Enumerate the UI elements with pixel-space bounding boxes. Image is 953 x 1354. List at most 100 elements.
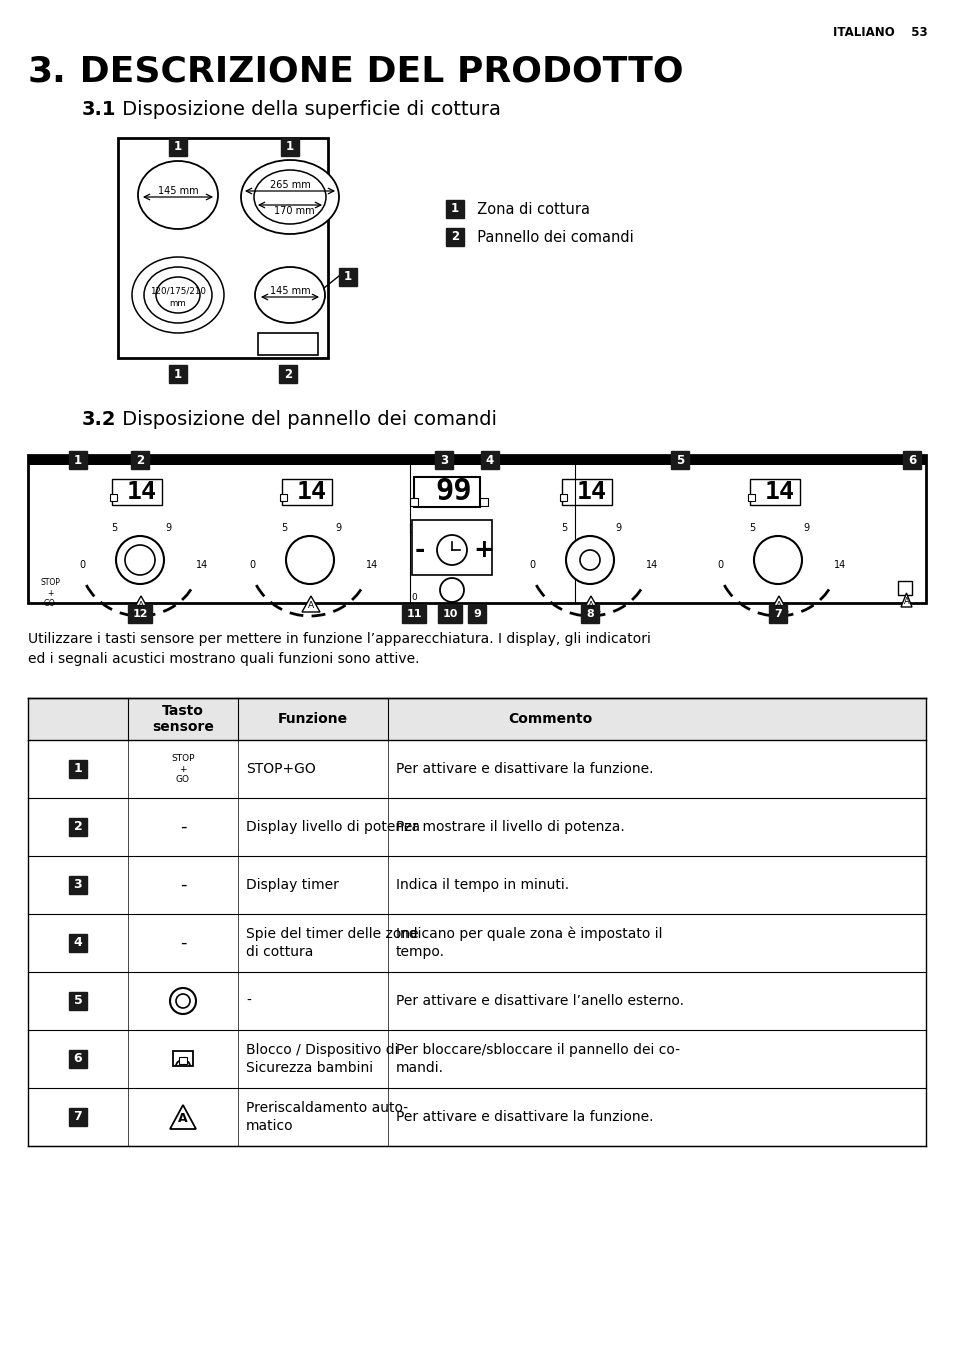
Text: Blocco / Dispositivo di
Sicurezza bambini: Blocco / Dispositivo di Sicurezza bambin… xyxy=(246,1043,398,1075)
Text: Funzione: Funzione xyxy=(277,712,348,726)
Bar xyxy=(69,818,87,835)
Text: 9: 9 xyxy=(802,523,808,533)
Text: 8: 8 xyxy=(585,609,594,619)
Text: 9: 9 xyxy=(165,523,171,533)
Text: Per bloccare/sbloccare il pannello dei co-
mandi.: Per bloccare/sbloccare il pannello dei c… xyxy=(395,1043,679,1075)
Bar xyxy=(257,333,317,355)
Text: 0: 0 xyxy=(717,561,722,570)
Text: 265 mm: 265 mm xyxy=(270,180,310,190)
Text: 145 mm: 145 mm xyxy=(157,185,198,196)
Bar xyxy=(28,699,925,741)
Text: 2: 2 xyxy=(451,230,458,244)
Bar xyxy=(69,992,87,1010)
Bar xyxy=(414,477,479,506)
Text: A: A xyxy=(308,601,314,611)
Bar xyxy=(280,494,287,501)
Bar xyxy=(69,1049,87,1068)
Bar xyxy=(401,605,426,623)
Text: Tasto
sensore: Tasto sensore xyxy=(152,704,213,734)
Polygon shape xyxy=(302,596,319,612)
Text: 9: 9 xyxy=(473,609,480,619)
Circle shape xyxy=(125,546,154,575)
Text: 14: 14 xyxy=(577,481,606,504)
Bar xyxy=(28,1030,925,1089)
Text: 5: 5 xyxy=(560,523,566,533)
Circle shape xyxy=(116,536,164,584)
Text: 1: 1 xyxy=(173,367,182,380)
Text: 12: 12 xyxy=(132,609,148,619)
Ellipse shape xyxy=(138,161,218,229)
Text: Display timer: Display timer xyxy=(246,877,338,892)
Bar xyxy=(169,138,187,156)
Text: 4: 4 xyxy=(485,454,494,467)
Text: Display livello di potenza: Display livello di potenza xyxy=(246,821,419,834)
Ellipse shape xyxy=(156,278,200,313)
Ellipse shape xyxy=(132,257,224,333)
Text: Zona di cottura: Zona di cottura xyxy=(468,202,589,217)
Ellipse shape xyxy=(144,267,212,324)
Text: 4: 4 xyxy=(73,937,82,949)
Polygon shape xyxy=(170,1105,195,1129)
Text: 14: 14 xyxy=(833,561,845,570)
Text: 3.2: 3.2 xyxy=(82,410,116,429)
Text: 2: 2 xyxy=(73,821,82,834)
Circle shape xyxy=(753,536,801,584)
Bar xyxy=(28,972,925,1030)
Bar xyxy=(69,1108,87,1127)
Text: Per attivare e disattivare l’anello esterno.: Per attivare e disattivare l’anello este… xyxy=(395,994,683,1007)
Text: 9: 9 xyxy=(615,523,620,533)
Text: -: - xyxy=(179,876,186,894)
Bar xyxy=(128,605,152,623)
Text: A: A xyxy=(902,597,908,605)
Text: A: A xyxy=(775,601,781,611)
Bar xyxy=(110,494,117,501)
Text: 0: 0 xyxy=(528,561,535,570)
Bar xyxy=(768,605,786,623)
Bar xyxy=(446,200,463,218)
Text: Spie del timer delle zone
di cottura: Spie del timer delle zone di cottura xyxy=(246,926,418,959)
Text: 5: 5 xyxy=(748,523,755,533)
Text: 2: 2 xyxy=(284,367,292,380)
Text: 5: 5 xyxy=(280,523,287,533)
Bar xyxy=(897,581,911,594)
Text: 14: 14 xyxy=(296,481,327,504)
Circle shape xyxy=(175,994,190,1007)
Text: 14: 14 xyxy=(366,561,377,570)
Text: ITALIANO    53: ITALIANO 53 xyxy=(833,26,927,39)
Text: Commento: Commento xyxy=(507,712,592,726)
Text: 3.1: 3.1 xyxy=(82,100,116,119)
Ellipse shape xyxy=(253,171,326,223)
Text: -: - xyxy=(179,934,186,952)
Text: 14: 14 xyxy=(645,561,658,570)
Bar xyxy=(118,138,328,357)
Text: 14: 14 xyxy=(127,481,157,504)
Text: A: A xyxy=(138,601,144,611)
Bar xyxy=(410,524,417,532)
Bar xyxy=(172,1051,193,1066)
Text: 145 mm: 145 mm xyxy=(270,286,310,297)
Text: 170 mm: 170 mm xyxy=(274,206,314,217)
Text: 3: 3 xyxy=(439,454,448,467)
Text: Utilizzare i tasti sensore per mettere in funzione l’apparecchiatura. I display,: Utilizzare i tasti sensore per mettere i… xyxy=(28,632,650,666)
Text: 7: 7 xyxy=(73,1110,82,1124)
Text: STOP+GO: STOP+GO xyxy=(246,762,315,776)
Bar xyxy=(902,451,920,468)
Text: 2: 2 xyxy=(135,454,144,467)
Text: 7: 7 xyxy=(773,609,781,619)
Bar xyxy=(281,138,298,156)
Bar xyxy=(179,1057,187,1064)
Bar xyxy=(446,227,463,246)
Text: 5: 5 xyxy=(73,994,82,1007)
Text: 1: 1 xyxy=(286,141,294,153)
Bar xyxy=(435,451,453,468)
Bar xyxy=(412,520,492,575)
Text: 3: 3 xyxy=(73,879,82,891)
Text: STOP
+
GO: STOP + GO xyxy=(40,578,60,608)
Bar xyxy=(28,1089,925,1145)
Text: Per attivare e disattivare la funzione.: Per attivare e disattivare la funzione. xyxy=(395,1110,653,1124)
Text: Per attivare e disattivare la funzione.: Per attivare e disattivare la funzione. xyxy=(395,762,653,776)
Circle shape xyxy=(565,536,614,584)
Text: Indica il tempo in minuti.: Indica il tempo in minuti. xyxy=(395,877,569,892)
Bar xyxy=(338,268,356,286)
Text: A: A xyxy=(587,601,594,611)
